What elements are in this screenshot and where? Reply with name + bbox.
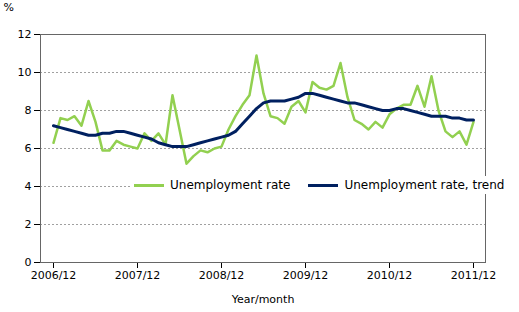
html-text:Unemployment rate: Unemployment rate — [170, 178, 291, 192]
svg-text:2009/12: 2009/12 — [283, 269, 329, 282]
svg-text:6: 6 — [25, 142, 32, 155]
svg-text:2010/12: 2010/12 — [367, 269, 413, 282]
svg-text:2008/12: 2008/12 — [199, 269, 245, 282]
svg-text:Year/month: Year/month — [231, 293, 295, 306]
svg-text:2007/12: 2007/12 — [115, 269, 161, 282]
svg-text:12: 12 — [18, 28, 32, 41]
svg-text:4: 4 — [25, 180, 32, 193]
svg-text:10: 10 — [18, 66, 32, 79]
html-text:Unemployment rate, trend: Unemployment rate, trend — [344, 178, 505, 192]
svg-text:2: 2 — [25, 218, 32, 231]
svg-text:2011/12: 2011/12 — [451, 269, 497, 282]
svg-text:2006/12: 2006/12 — [31, 269, 77, 282]
svg-text:%: % — [4, 1, 14, 14]
svg-text:0: 0 — [25, 256, 32, 269]
svg-text:8: 8 — [25, 104, 32, 117]
